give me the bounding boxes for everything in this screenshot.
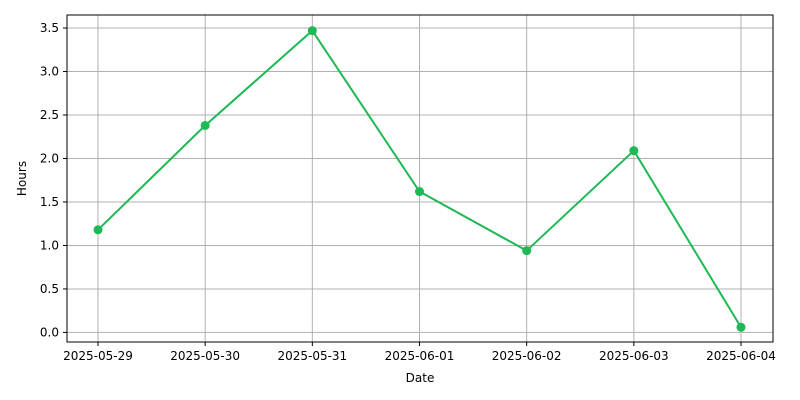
y-tick-label: 3.5 xyxy=(40,21,59,35)
data-point-marker xyxy=(415,187,424,197)
series-markers xyxy=(93,26,746,332)
x-axis-ticks: 2025-05-29 2025-05-30 2025-05-31 2025-06-01… xyxy=(63,342,776,363)
x-tick-label: 2025-06-04 xyxy=(706,349,776,363)
x-tick-label: 2025-05-31 xyxy=(277,349,347,363)
data-point-marker xyxy=(522,246,532,256)
data-point-marker xyxy=(200,120,210,130)
data-point-marker xyxy=(629,146,639,156)
y-axis-ticks: 0.0 0.5 1.0 1.5 2.0 2.5 3.0 3.5 xyxy=(40,21,67,339)
x-tick-label: 2025-05-29 xyxy=(63,349,133,363)
y-tick-label: 1.0 xyxy=(40,238,59,252)
y-tick-label: 2.0 xyxy=(40,151,59,165)
x-tick-label: 2025-06-01 xyxy=(385,349,455,363)
y-tick-label: 0.0 xyxy=(40,325,59,339)
y-axis-title: Hours xyxy=(15,161,29,196)
data-point-marker xyxy=(93,225,103,235)
data-point-marker xyxy=(307,26,317,36)
y-tick-label: 3.0 xyxy=(40,65,59,79)
x-tick-label: 2025-05-30 xyxy=(170,349,240,363)
data-point-marker xyxy=(736,322,746,332)
x-tick-label: 2025-06-02 xyxy=(492,349,562,363)
x-tick-label: 2025-06-03 xyxy=(599,349,669,363)
y-tick-label: 1.5 xyxy=(40,195,59,209)
y-tick-label: 2.5 xyxy=(40,108,59,122)
grid-lines xyxy=(67,15,773,342)
x-axis-title: Date xyxy=(406,371,435,385)
y-tick-label: 0.5 xyxy=(40,282,59,296)
